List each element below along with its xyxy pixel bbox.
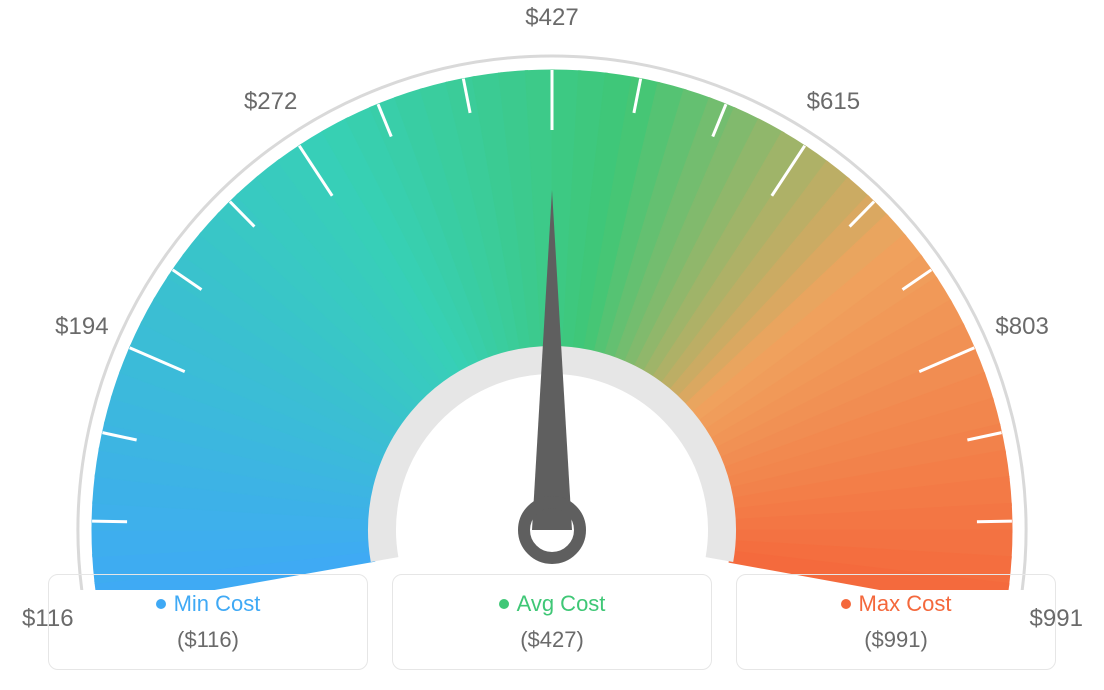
legend-card-min: Min Cost ($116) (48, 574, 368, 670)
legend-title-text: Min Cost (174, 591, 261, 617)
legend-title-max: Max Cost (841, 591, 952, 617)
minor-tick (92, 521, 127, 522)
legend-title-text: Max Cost (859, 591, 952, 617)
dot-icon (841, 599, 851, 609)
legend-row: Min Cost ($116) Avg Cost ($427) Max Cost… (0, 574, 1104, 670)
tick-label: $272 (244, 88, 297, 116)
dot-icon (156, 599, 166, 609)
tick-label: $427 (525, 4, 578, 32)
tick-label: $803 (995, 313, 1048, 341)
legend-title-avg: Avg Cost (499, 591, 606, 617)
legend-title-min: Min Cost (156, 591, 261, 617)
legend-card-max: Max Cost ($991) (736, 574, 1056, 670)
gauge-chart: $116$194$272$427$615$803$991 (0, 0, 1104, 560)
legend-card-avg: Avg Cost ($427) (392, 574, 712, 670)
tick-label: $615 (807, 88, 860, 116)
legend-title-text: Avg Cost (517, 591, 606, 617)
legend-value-avg: ($427) (520, 627, 584, 653)
gauge-svg (22, 30, 1082, 590)
dot-icon (499, 599, 509, 609)
legend-value-min: ($116) (177, 627, 239, 653)
legend-value-max: ($991) (864, 627, 928, 653)
minor-tick (977, 521, 1012, 522)
tick-label: $194 (55, 313, 108, 341)
